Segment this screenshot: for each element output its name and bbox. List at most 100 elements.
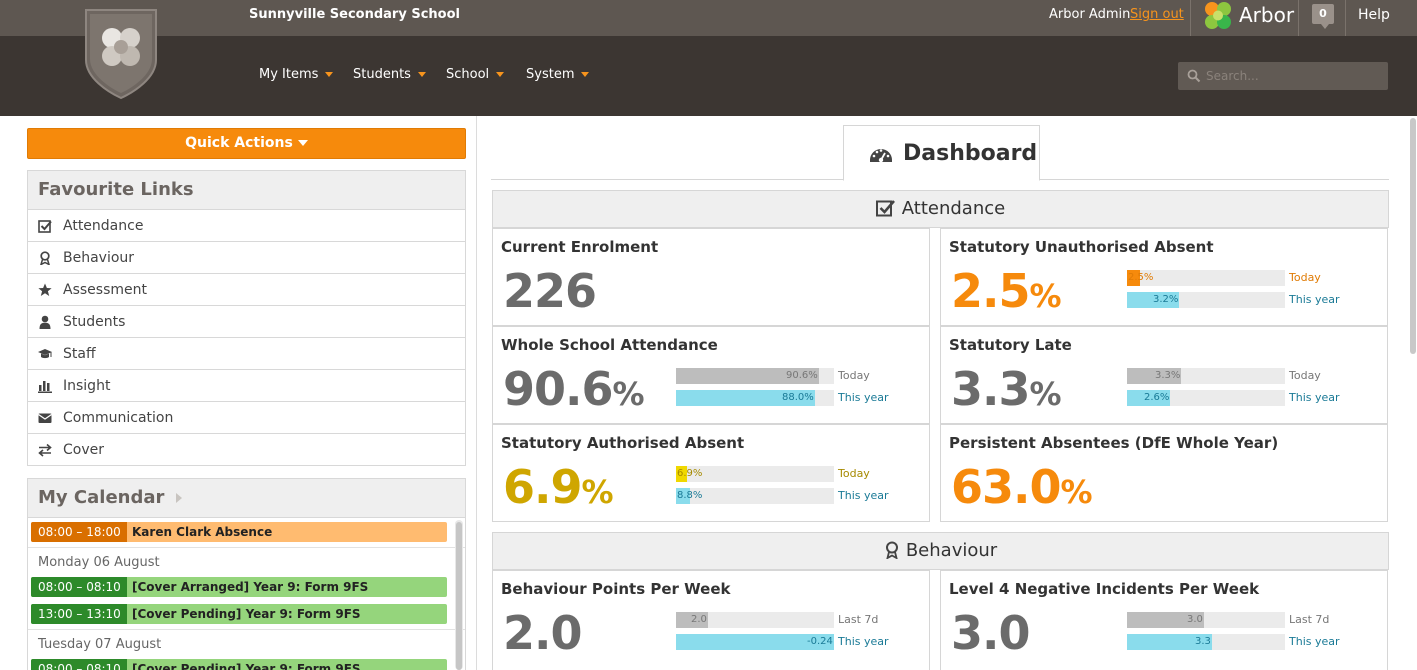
bar-value: 3.3 — [1195, 636, 1211, 647]
metric-value: 63.0 — [951, 460, 1061, 514]
chevron-right-icon — [175, 493, 182, 503]
card-current-enrolment[interactable]: Current Enrolment 226 — [492, 228, 930, 326]
chevron-down-icon — [496, 72, 505, 77]
bar-label: This year — [838, 635, 889, 648]
card-title: Statutory Authorised Absent — [501, 434, 745, 452]
bar-fill — [1127, 634, 1212, 650]
calendar-event[interactable]: 08:00 – 08:10 [Cover Arranged] Year 9: Fo… — [31, 577, 447, 597]
event-time: 08:00 – 18:00 — [31, 522, 127, 542]
nav-bar: My Items Students School System — [0, 36, 1417, 116]
divider — [28, 547, 465, 548]
event-title: [Cover Pending] Year 9: Form 9FS — [132, 662, 361, 670]
page-scrollbar[interactable] — [1410, 118, 1416, 354]
metric-value: 90.6 — [503, 362, 613, 416]
card-value: 6.9% — [503, 459, 614, 520]
bar-year: 88.0% This year — [676, 390, 916, 406]
dashboard-gauge-icon — [870, 149, 892, 163]
search-box[interactable] — [1178, 62, 1388, 90]
card-whole-school-attendance[interactable]: Whole School Attendance 90.6% 90.6% Toda… — [492, 326, 930, 424]
card-title: Statutory Late — [949, 336, 1072, 354]
bar-label: Today — [1289, 369, 1321, 382]
card-title: Behaviour Points Per Week — [501, 580, 731, 598]
tab-dashboard[interactable]: Dashboard — [843, 125, 1040, 181]
fav-link-students[interactable]: Students — [28, 306, 465, 338]
brand-name[interactable]: Arbor — [1239, 3, 1295, 27]
event-title: [Cover Pending] Year 9: Form 9FS — [132, 607, 361, 621]
notifications-badge[interactable]: 0 — [1312, 4, 1334, 29]
bar-label: Last 7d — [1289, 613, 1330, 626]
fav-link-assessment[interactable]: Assessment — [28, 274, 465, 306]
card-statutory-late[interactable]: Statutory Late 3.3% 3.3% Today 2.6% This… — [940, 326, 1388, 424]
card-value: 3.0 — [951, 605, 1030, 661]
calendar-scrollbar-thumb[interactable] — [456, 522, 462, 670]
my-calendar-title: My Calendar — [38, 487, 165, 508]
envelope-icon — [38, 413, 52, 423]
fav-link-label: Cover — [63, 442, 104, 458]
bar-fill — [676, 390, 815, 406]
bar-value: 8.8% — [677, 490, 703, 501]
card-title: Persistent Absentees (DfE Whole Year) — [949, 434, 1279, 452]
search-input[interactable] — [1206, 66, 1382, 86]
calendar-event[interactable]: 08:00 – 08:10 [Cover Pending] Year 9: For… — [31, 659, 447, 670]
school-crest-icon[interactable] — [84, 8, 158, 100]
menu-students-label: Students — [353, 67, 411, 82]
fav-link-staff[interactable]: Staff — [28, 338, 465, 370]
bar-today: 2.5% Today — [1127, 270, 1367, 286]
card-value: 2.0 — [503, 605, 582, 661]
card-title: Statutory Unauthorised Absent — [949, 238, 1214, 256]
help-link[interactable]: Help — [1358, 7, 1390, 23]
event-title: Karen Clark Absence — [132, 525, 273, 539]
quick-actions-button[interactable]: Quick Actions — [27, 128, 466, 159]
bar-value: -0.24 — [807, 636, 833, 647]
divider — [28, 629, 465, 630]
my-calendar-heading[interactable]: My Calendar — [27, 478, 466, 518]
menu-students[interactable]: Students — [353, 67, 426, 82]
menu-school[interactable]: School — [446, 67, 505, 82]
card-authorised-absent[interactable]: Statutory Authorised Absent 6.9% 6.9% To… — [492, 424, 930, 522]
menu-my-items[interactable]: My Items — [259, 67, 334, 82]
tab-dashboard-label: Dashboard — [903, 141, 1038, 166]
event-time: 08:00 – 08:10 — [31, 577, 127, 597]
metric-unit: % — [612, 375, 645, 413]
bar-fill — [1127, 390, 1170, 406]
bar-year: 8.8% This year — [676, 488, 916, 504]
bar-label: This year — [838, 489, 889, 502]
attendance-section-heading: Attendance — [492, 190, 1389, 228]
menu-school-label: School — [446, 67, 490, 82]
fav-link-behaviour[interactable]: Behaviour — [28, 242, 465, 274]
award-icon — [40, 251, 50, 265]
fav-link-communication[interactable]: Communication — [28, 402, 465, 434]
bar-track — [676, 488, 834, 504]
calendar-event[interactable]: 13:00 – 13:10 [Cover Pending] Year 9: For… — [31, 604, 447, 624]
card-unauthorised-absent[interactable]: Statutory Unauthorised Absent 2.5% 2.5% … — [940, 228, 1388, 326]
search-icon — [1187, 69, 1201, 83]
fav-link-cover[interactable]: Cover — [28, 434, 465, 466]
calendar-event[interactable]: 08:00 – 18:00 Karen Clark Absence — [31, 522, 447, 542]
bar-value: 2.0 — [691, 614, 707, 625]
bar-value: 2.5% — [1128, 272, 1154, 283]
star-icon — [38, 283, 52, 296]
card-behaviour-points[interactable]: Behaviour Points Per Week 2.0 2.0 Last 7… — [492, 570, 930, 670]
fav-link-attendance[interactable]: Attendance — [28, 210, 465, 242]
award-icon — [885, 541, 898, 559]
card-persistent-absentees[interactable]: Persistent Absentees (DfE Whole Year) 63… — [940, 424, 1388, 522]
arbor-logo-icon[interactable] — [1201, 0, 1235, 32]
divider — [1190, 0, 1191, 36]
bar-today: 3.3% Today — [1127, 368, 1367, 384]
bar-track — [1127, 270, 1285, 286]
fav-link-insight[interactable]: Insight — [28, 370, 465, 402]
fav-link-label: Students — [63, 314, 126, 330]
bar-track — [1127, 292, 1285, 308]
graduation-cap-icon — [38, 349, 52, 359]
bar-fill — [676, 612, 708, 628]
sign-out-link[interactable]: Sign out — [1130, 7, 1184, 22]
card-title: Current Enrolment — [501, 238, 659, 256]
bar-label: Today — [838, 369, 870, 382]
divider — [1298, 0, 1299, 36]
card-level4-incidents[interactable]: Level 4 Negative Incidents Per Week 3.0 … — [940, 570, 1388, 670]
metric-value: 3.3 — [951, 362, 1030, 416]
menu-system[interactable]: System — [526, 67, 590, 82]
menu-system-label: System — [526, 67, 575, 82]
card-value: 226 — [503, 263, 597, 319]
chevron-down-icon — [325, 72, 334, 77]
